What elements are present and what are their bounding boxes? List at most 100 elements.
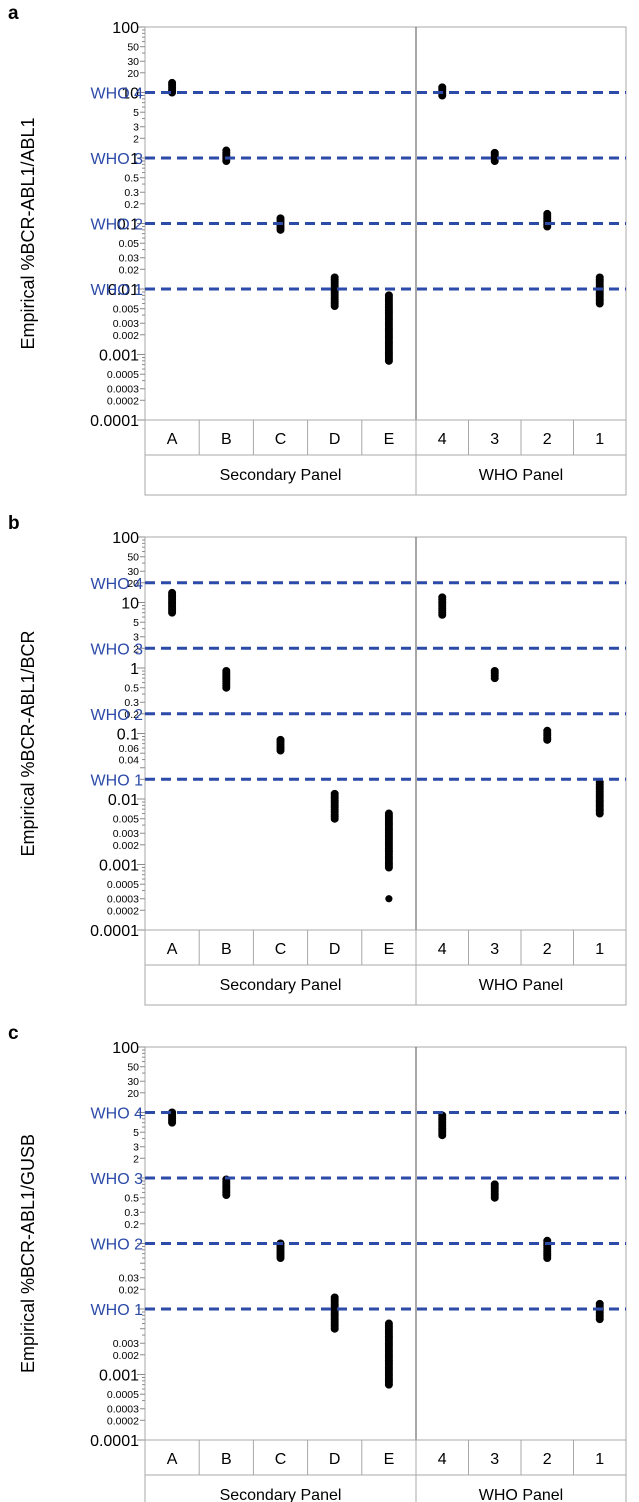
y-tick-label: 0.0001 bbox=[90, 923, 139, 940]
category-label: D bbox=[329, 941, 341, 958]
y-tick-minor-label: 0.0003 bbox=[107, 1404, 139, 1416]
group-row bbox=[144, 964, 627, 1006]
reference-line-label: WHO 1 bbox=[91, 1302, 144, 1319]
category-label: 1 bbox=[595, 941, 604, 958]
group-label: WHO Panel bbox=[479, 977, 563, 994]
panel-letter: b bbox=[8, 513, 20, 534]
y-tick-minor-label: 2 bbox=[133, 1153, 139, 1165]
y-tick-minor-label: 30 bbox=[127, 56, 139, 68]
category-label: 2 bbox=[543, 1451, 552, 1468]
data-point bbox=[595, 809, 604, 818]
y-tick-minor-label: 0.002 bbox=[113, 330, 139, 342]
y-tick-label: 1 bbox=[130, 661, 139, 678]
plot-frame bbox=[144, 536, 627, 931]
data-point bbox=[490, 156, 499, 165]
y-tick-minor-label: 20 bbox=[127, 68, 139, 80]
reference-line-label: WHO 3 bbox=[91, 151, 144, 168]
data-point bbox=[276, 1254, 285, 1263]
y-tick-minor-label: 0.3 bbox=[124, 1207, 139, 1219]
y-tick-minor-label: 2 bbox=[133, 133, 139, 145]
data-point bbox=[384, 863, 393, 872]
y-axis-title: Empirical %BCR-ABL1/BCR bbox=[18, 630, 38, 856]
data-point bbox=[168, 1118, 177, 1127]
category-label: B bbox=[221, 941, 232, 958]
y-tick-minor-label: 0.0005 bbox=[107, 369, 139, 381]
y-tick-label: 0.001 bbox=[99, 348, 139, 365]
reference-line-label: WHO 1 bbox=[91, 772, 144, 789]
data-point bbox=[438, 1131, 447, 1140]
y-tick-minor-label: 0.002 bbox=[113, 1350, 139, 1362]
category-label: 3 bbox=[490, 941, 499, 958]
category-label: D bbox=[329, 431, 341, 448]
y-tick-minor-label: 30 bbox=[127, 1076, 139, 1088]
data-point bbox=[330, 302, 339, 311]
y-tick-minor-label: 0.0002 bbox=[107, 905, 139, 917]
y-tick-label: 100 bbox=[112, 20, 139, 37]
y-tick-minor-label: 0.5 bbox=[124, 683, 139, 695]
y-tick-minor-label: 5 bbox=[133, 1127, 139, 1139]
y-tick-minor-label: 0.003 bbox=[113, 828, 139, 840]
y-tick-minor-label: 3 bbox=[133, 1142, 139, 1154]
y-tick-minor-label: 0.2 bbox=[124, 1219, 139, 1231]
reference-line-label: WHO 1 bbox=[91, 282, 144, 299]
data-point-outlier bbox=[385, 357, 393, 365]
category-label: 2 bbox=[543, 941, 552, 958]
y-tick-minor-label: 0.2 bbox=[124, 199, 139, 211]
y-tick-label: 0.001 bbox=[99, 1368, 139, 1385]
y-tick-minor-label: 20 bbox=[127, 1088, 139, 1100]
category-label: 2 bbox=[543, 431, 552, 448]
y-tick-label: 100 bbox=[112, 1040, 139, 1057]
category-label: A bbox=[167, 1451, 178, 1468]
y-axis-title: Empirical %BCR-ABL1/GUSB bbox=[18, 1134, 38, 1373]
category-label: B bbox=[221, 1451, 232, 1468]
group-row bbox=[144, 1474, 627, 1502]
y-tick-label: 1 bbox=[130, 151, 139, 168]
y-tick-minor-label: 0.003 bbox=[113, 1338, 139, 1350]
y-tick-label: 0.0001 bbox=[90, 413, 139, 430]
category-label: 3 bbox=[490, 1451, 499, 1468]
category-label: 1 bbox=[595, 431, 604, 448]
y-tick-minor-label: 0.5 bbox=[124, 1193, 139, 1205]
y-tick-minor-label: 5 bbox=[133, 107, 139, 119]
group-label: WHO Panel bbox=[479, 467, 563, 484]
y-tick-minor-label: 20 bbox=[127, 578, 139, 590]
y-tick-minor-label: 0.005 bbox=[113, 304, 139, 316]
category-label: A bbox=[167, 431, 178, 448]
y-axis-title: Empirical %BCR-ABL1/ABL1 bbox=[18, 117, 38, 349]
data-point bbox=[438, 610, 447, 619]
y-tick-minor-label: 0.5 bbox=[124, 173, 139, 185]
group-label: Secondary Panel bbox=[220, 467, 342, 484]
panel-letter: a bbox=[8, 3, 19, 24]
y-tick-label: 0.1 bbox=[117, 727, 139, 744]
panel-letter: c bbox=[8, 1023, 19, 1044]
y-tick-minor-label: 0.05 bbox=[119, 238, 140, 250]
data-point bbox=[330, 1324, 339, 1333]
data-point bbox=[222, 683, 231, 692]
category-label: E bbox=[384, 1451, 395, 1468]
category-label: 1 bbox=[595, 1451, 604, 1468]
category-label: C bbox=[275, 1451, 287, 1468]
data-point bbox=[276, 746, 285, 755]
y-tick-label: 0.0001 bbox=[90, 1433, 139, 1450]
group-row bbox=[144, 454, 627, 496]
chart-panel-a: a1001010.10.010.0010.00015030205320.50.3… bbox=[8, 3, 627, 496]
data-point bbox=[595, 1315, 604, 1324]
reference-line-label: WHO 3 bbox=[91, 641, 144, 658]
data-point bbox=[168, 608, 177, 617]
reference-line-label: WHO 2 bbox=[91, 707, 144, 724]
category-label: A bbox=[167, 941, 178, 958]
reference-line-label: WHO 4 bbox=[91, 86, 144, 103]
chart-panel-b: b1001010.10.010.0010.00015030205320.50.3… bbox=[8, 513, 627, 1006]
y-tick-minor-label: 30 bbox=[127, 566, 139, 578]
y-tick-minor-label: 0.0002 bbox=[107, 395, 139, 407]
y-tick-label: 0.001 bbox=[99, 858, 139, 875]
data-point bbox=[490, 674, 499, 683]
category-label: E bbox=[384, 941, 395, 958]
y-tick-minor-label: 0.06 bbox=[119, 743, 140, 755]
data-point-outlier bbox=[385, 895, 393, 903]
reference-line-label: WHO 4 bbox=[91, 1106, 144, 1123]
y-tick-minor-label: 0.04 bbox=[119, 755, 140, 767]
category-label: 4 bbox=[438, 1451, 447, 1468]
data-point bbox=[490, 1193, 499, 1202]
y-tick-minor-label: 0.0003 bbox=[107, 384, 139, 396]
